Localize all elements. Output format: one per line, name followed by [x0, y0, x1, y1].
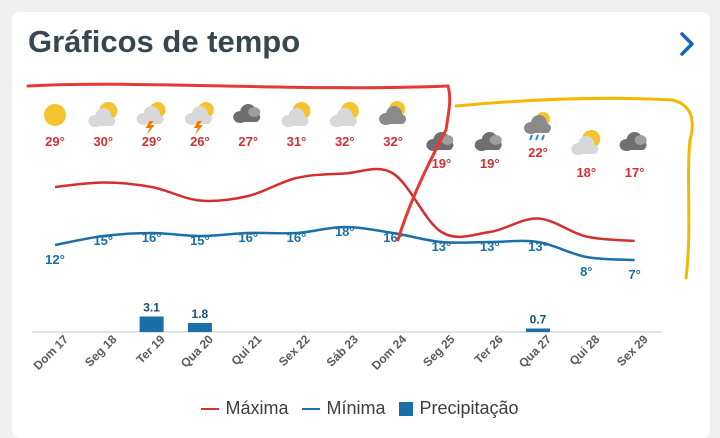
max-temp-label: 17° [625, 165, 645, 180]
max-temp-label: 32° [335, 134, 355, 149]
partly-cloudy-icon [88, 102, 118, 127]
red-annotation-mark [26, 82, 452, 242]
cloudy-icon [233, 104, 261, 123]
day-label: Seg 18 [82, 332, 119, 369]
max-temp-label: 32° [383, 134, 403, 149]
precip-label: 1.8 [192, 307, 209, 321]
partly-cloudy-icon [571, 130, 601, 155]
max-temp-label: 31° [287, 134, 307, 149]
max-temp-label: 22° [528, 145, 548, 160]
day-label: Qui 28 [567, 332, 603, 368]
partly-cloudy-icon [281, 102, 311, 127]
min-temp-label: 7° [628, 267, 640, 282]
cloudy-sun-icon [379, 101, 407, 125]
sun-icon [44, 104, 66, 126]
max-temp-label: 19° [480, 156, 500, 171]
precip-bar [187, 323, 212, 332]
legend-max-label: Máxima [225, 398, 289, 418]
min-temp-label: 8° [580, 264, 592, 279]
max-temp-label: 29° [45, 134, 65, 149]
day-label: Dom 24 [369, 332, 410, 373]
thunderstorm-icon [136, 102, 166, 135]
legend-min-label: Mínima [326, 398, 386, 418]
max-temp-label: 30° [93, 134, 113, 149]
max-temp-label: 19° [432, 156, 452, 171]
day-label: Qua 27 [516, 332, 554, 370]
legend-precip-label: Precipitação [419, 398, 519, 418]
max-temp-label: 27° [238, 134, 258, 149]
min-temp-label: 16° [238, 230, 258, 245]
min-temp-label: 15° [93, 233, 113, 248]
legend-max: Máxima [201, 398, 288, 419]
rain-icon [524, 112, 551, 141]
min-temp-line [54, 225, 635, 262]
min-temp-label: 18° [335, 224, 355, 239]
legend-max-swatch [201, 407, 220, 410]
min-temp-label: 16° [287, 230, 307, 245]
legend-precip: Precipitação [399, 398, 519, 419]
day-label: Sáb 23 [324, 332, 361, 369]
yellow-annotation-mark [454, 96, 694, 280]
page-title: Gráficos de tempo [28, 24, 301, 59]
legend-min: Mínima [302, 398, 385, 419]
precip-bar [139, 316, 164, 332]
day-label: Ter 19 [133, 332, 168, 367]
precip-label: 0.7 [530, 313, 547, 327]
day-label: Dom 17 [31, 332, 72, 373]
day-label: Qui 21 [228, 332, 264, 368]
partly-cloudy-icon [329, 102, 359, 127]
legend-min-swatch [302, 407, 321, 410]
max-temp-label: 29° [142, 134, 162, 149]
min-temp-label: 15° [190, 233, 210, 248]
day-label: Ter 26 [472, 332, 507, 367]
min-temp-label: 12° [45, 252, 65, 267]
legend-precip-swatch [399, 401, 414, 416]
max-temp-line [54, 167, 635, 243]
day-label: Seg 25 [420, 332, 457, 369]
min-temp-label: 13° [432, 239, 452, 254]
precip-bar [526, 328, 550, 332]
min-temp-label: 16° [142, 230, 162, 245]
precip-label: 3.1 [143, 301, 160, 315]
min-temp-label: 13° [528, 239, 548, 254]
day-label: Sex 29 [614, 332, 651, 369]
chevron-right-icon[interactable] [676, 30, 698, 58]
day-label: Sex 22 [276, 332, 313, 369]
max-temp-label: 18° [576, 165, 596, 180]
min-temp-label: 13° [480, 239, 500, 254]
chart-legend: Máxima Mínima Precipitação [0, 398, 720, 419]
max-temp-label: 26° [190, 134, 210, 149]
cloudy-icon [474, 132, 502, 151]
cloudy-icon [619, 132, 647, 151]
day-label: Qua 20 [178, 332, 216, 370]
thunderstorm-icon [184, 102, 214, 135]
